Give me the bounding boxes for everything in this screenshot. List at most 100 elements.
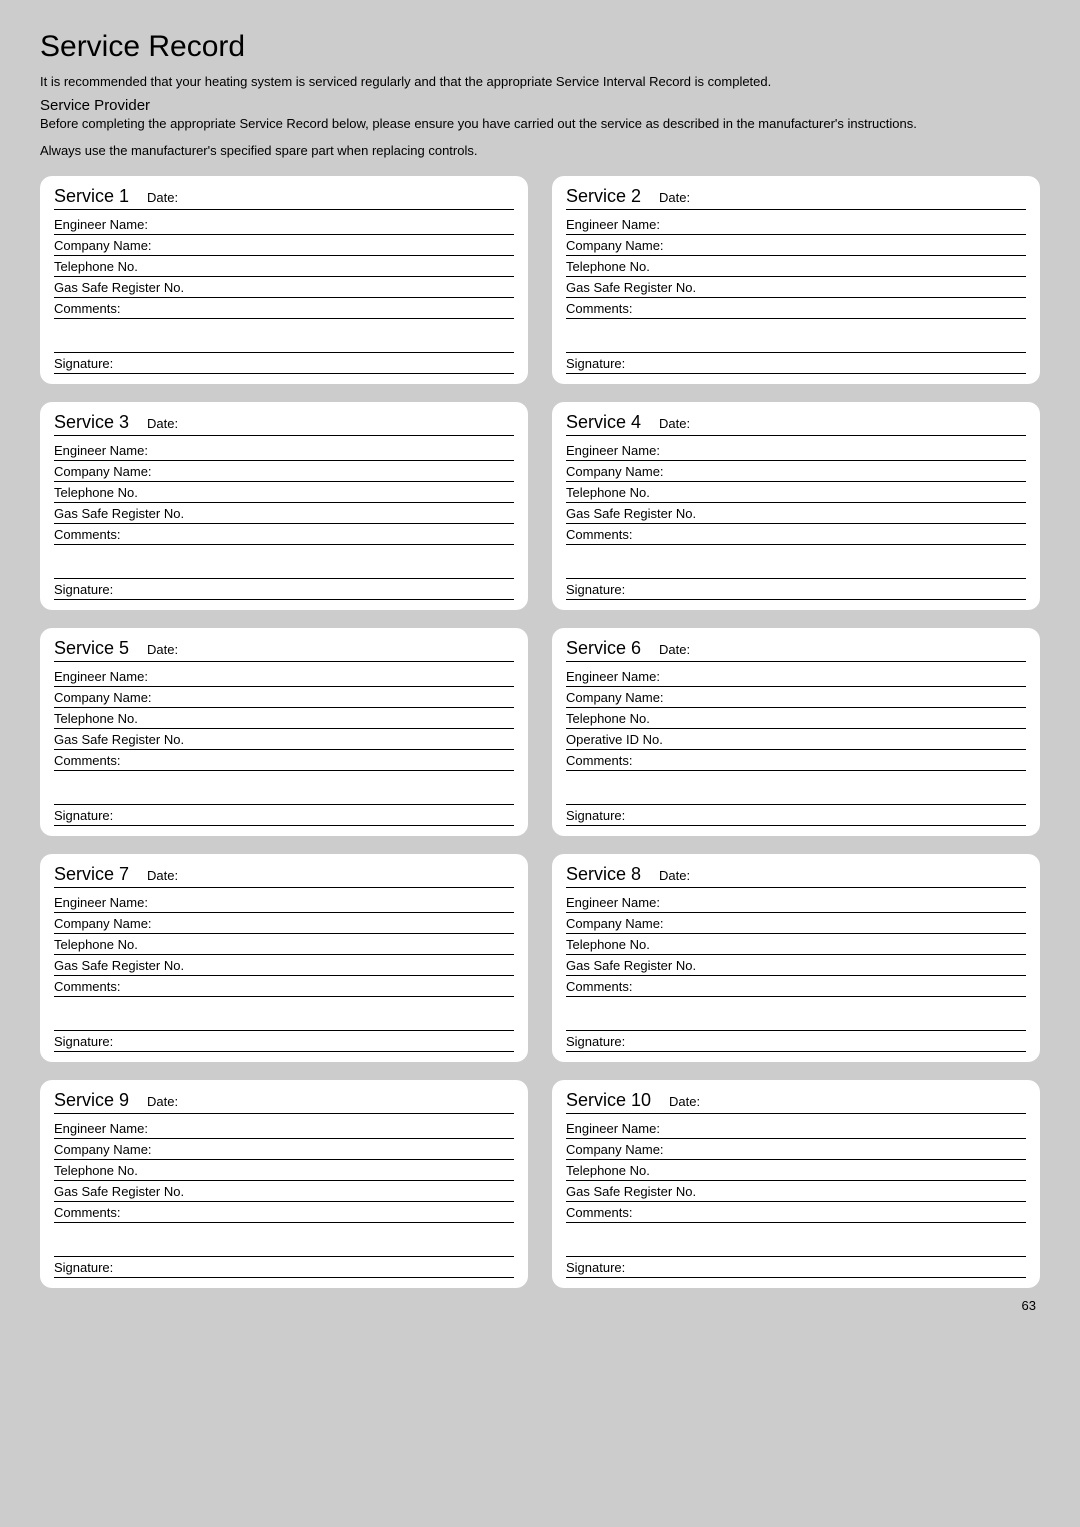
service-card-header: Service 3 Date: (54, 412, 514, 436)
comments-field[interactable]: Comments: (54, 976, 514, 997)
service-provider-heading: Service Provider (40, 97, 1040, 114)
date-label: Date: (659, 642, 690, 657)
service-card-header: Service 6 Date: (566, 638, 1026, 662)
date-label: Date: (147, 868, 178, 883)
signature-field[interactable]: Signature: (54, 353, 514, 374)
telephone-field[interactable]: Telephone No. (54, 708, 514, 729)
service-title: Service 5 (54, 638, 129, 659)
service-card-header: Service 9 Date: (54, 1090, 514, 1114)
service-card: Service 2 Date: Engineer Name: Company N… (552, 176, 1040, 384)
spare-part-note: Always use the manufacturer's specified … (40, 143, 1040, 158)
company-name-field[interactable]: Company Name: (54, 235, 514, 256)
comments-field[interactable]: Comments: (566, 1202, 1026, 1223)
service-card: Service 6 Date: Engineer Name: Company N… (552, 628, 1040, 836)
date-label: Date: (659, 868, 690, 883)
telephone-field[interactable]: Telephone No. (54, 482, 514, 503)
company-name-field[interactable]: Company Name: (54, 687, 514, 708)
service-title: Service 9 (54, 1090, 129, 1111)
telephone-field[interactable]: Telephone No. (566, 1160, 1026, 1181)
company-name-field[interactable]: Company Name: (566, 461, 1026, 482)
engineer-name-field[interactable]: Engineer Name: (54, 892, 514, 913)
comments-area[interactable] (566, 319, 1026, 353)
engineer-name-field[interactable]: Engineer Name: (566, 666, 1026, 687)
comments-field[interactable]: Comments: (566, 976, 1026, 997)
service-title: Service 3 (54, 412, 129, 433)
service-card-header: Service 10 Date: (566, 1090, 1026, 1114)
engineer-name-field[interactable]: Engineer Name: (566, 214, 1026, 235)
comments-area[interactable] (566, 771, 1026, 805)
page-number: 63 (40, 1298, 1040, 1313)
register-no-field[interactable]: Gas Safe Register No. (54, 729, 514, 750)
company-name-field[interactable]: Company Name: (566, 913, 1026, 934)
register-no-field[interactable]: Gas Safe Register No. (54, 277, 514, 298)
company-name-field[interactable]: Company Name: (54, 461, 514, 482)
signature-field[interactable]: Signature: (54, 1031, 514, 1052)
date-label: Date: (659, 416, 690, 431)
telephone-field[interactable]: Telephone No. (566, 708, 1026, 729)
service-card: Service 5 Date: Engineer Name: Company N… (40, 628, 528, 836)
signature-field[interactable]: Signature: (566, 353, 1026, 374)
engineer-name-field[interactable]: Engineer Name: (54, 440, 514, 461)
company-name-field[interactable]: Company Name: (566, 235, 1026, 256)
telephone-field[interactable]: Telephone No. (54, 934, 514, 955)
signature-field[interactable]: Signature: (566, 805, 1026, 826)
signature-field[interactable]: Signature: (54, 1257, 514, 1278)
comments-field[interactable]: Comments: (54, 524, 514, 545)
signature-field[interactable]: Signature: (566, 1257, 1026, 1278)
comments-field[interactable]: Comments: (54, 1202, 514, 1223)
service-card: Service 8 Date: Engineer Name: Company N… (552, 854, 1040, 1062)
engineer-name-field[interactable]: Engineer Name: (566, 440, 1026, 461)
company-name-field[interactable]: Company Name: (54, 1139, 514, 1160)
comments-field[interactable]: Comments: (566, 750, 1026, 771)
register-no-field[interactable]: Gas Safe Register No. (54, 955, 514, 976)
service-card: Service 3 Date: Engineer Name: Company N… (40, 402, 528, 610)
service-card: Service 1 Date: Engineer Name: Company N… (40, 176, 528, 384)
date-label: Date: (147, 190, 178, 205)
register-no-field[interactable]: Gas Safe Register No. (566, 955, 1026, 976)
telephone-field[interactable]: Telephone No. (566, 482, 1026, 503)
register-no-field[interactable]: Gas Safe Register No. (566, 277, 1026, 298)
register-no-field[interactable]: Gas Safe Register No. (566, 503, 1026, 524)
service-title: Service 10 (566, 1090, 651, 1111)
signature-field[interactable]: Signature: (54, 805, 514, 826)
telephone-field[interactable]: Telephone No. (54, 256, 514, 277)
comments-area[interactable] (54, 545, 514, 579)
date-label: Date: (659, 190, 690, 205)
engineer-name-field[interactable]: Engineer Name: (54, 666, 514, 687)
signature-field[interactable]: Signature: (54, 579, 514, 600)
comments-area[interactable] (54, 319, 514, 353)
page-title: Service Record (40, 30, 1040, 64)
comments-area[interactable] (54, 997, 514, 1031)
signature-field[interactable]: Signature: (566, 579, 1026, 600)
register-no-field[interactable]: Gas Safe Register No. (54, 503, 514, 524)
service-card: Service 7 Date: Engineer Name: Company N… (40, 854, 528, 1062)
comments-area[interactable] (566, 1223, 1026, 1257)
register-no-field[interactable]: Operative ID No. (566, 729, 1026, 750)
signature-field[interactable]: Signature: (566, 1031, 1026, 1052)
comments-area[interactable] (566, 997, 1026, 1031)
register-no-field[interactable]: Gas Safe Register No. (566, 1181, 1026, 1202)
comments-field[interactable]: Comments: (566, 524, 1026, 545)
telephone-field[interactable]: Telephone No. (566, 934, 1026, 955)
company-name-field[interactable]: Company Name: (566, 1139, 1026, 1160)
service-title: Service 7 (54, 864, 129, 885)
comments-area[interactable] (54, 1223, 514, 1257)
comments-field[interactable]: Comments: (566, 298, 1026, 319)
engineer-name-field[interactable]: Engineer Name: (566, 1118, 1026, 1139)
telephone-field[interactable]: Telephone No. (54, 1160, 514, 1181)
company-name-field[interactable]: Company Name: (54, 913, 514, 934)
comments-area[interactable] (54, 771, 514, 805)
date-label: Date: (147, 642, 178, 657)
comments-area[interactable] (566, 545, 1026, 579)
comments-field[interactable]: Comments: (54, 750, 514, 771)
service-card: Service 4 Date: Engineer Name: Company N… (552, 402, 1040, 610)
comments-field[interactable]: Comments: (54, 298, 514, 319)
company-name-field[interactable]: Company Name: (566, 687, 1026, 708)
telephone-field[interactable]: Telephone No. (566, 256, 1026, 277)
engineer-name-field[interactable]: Engineer Name: (54, 1118, 514, 1139)
service-card-header: Service 2 Date: (566, 186, 1026, 210)
engineer-name-field[interactable]: Engineer Name: (54, 214, 514, 235)
service-card-header: Service 8 Date: (566, 864, 1026, 888)
engineer-name-field[interactable]: Engineer Name: (566, 892, 1026, 913)
register-no-field[interactable]: Gas Safe Register No. (54, 1181, 514, 1202)
